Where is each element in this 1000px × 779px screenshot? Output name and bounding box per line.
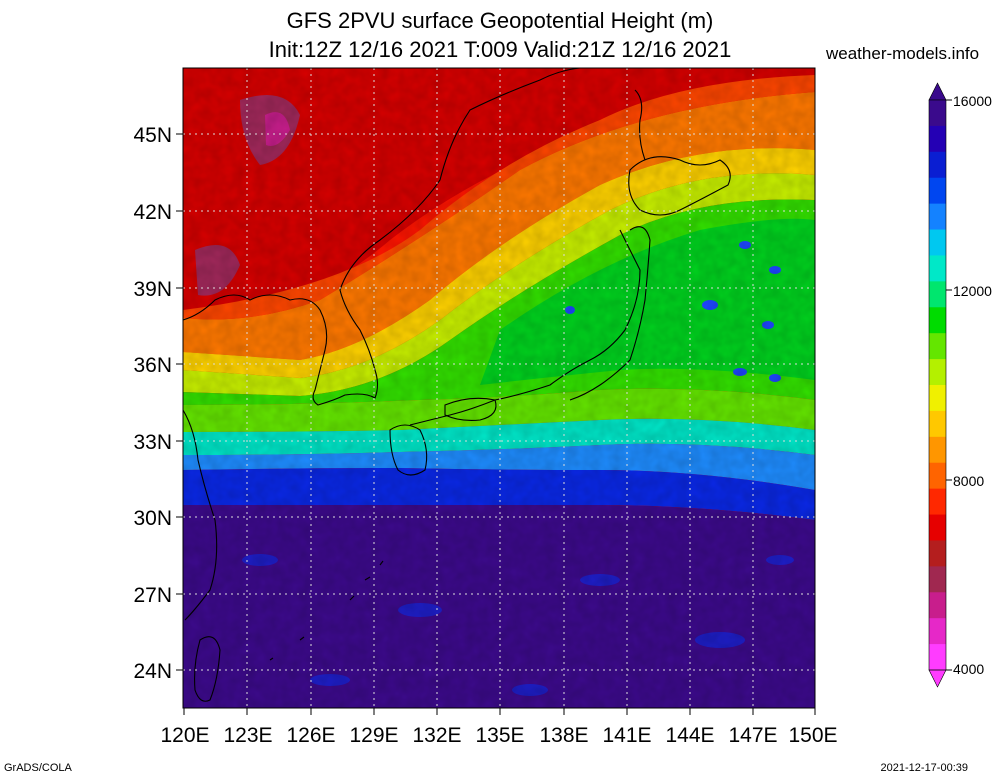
colorbar-segment [929,177,946,205]
colorbar-label: 12000 [953,283,992,299]
map-title: GFS 2PVU surface Geopotential Height (m) [286,8,714,33]
colorbar-label: 8000 [953,473,984,489]
colorbar-segment [929,540,946,567]
colorbar-segment [929,100,946,127]
colorbar-segment [929,307,946,334]
colorbar-segment [929,410,946,438]
colorbar-segment [929,229,946,256]
lat-label: 24N [133,660,172,683]
colorbar-segment [929,514,946,541]
colorbar-outline [928,99,947,671]
lon-label: 135E [475,724,524,747]
lat-label: 42N [133,201,172,224]
colorbar-segment [929,255,946,282]
geopotential-field [183,68,815,708]
colorbar-segment [929,618,946,645]
colorbar-segment [929,436,946,464]
lat-label: 33N [133,431,172,454]
lat-label: 30N [133,507,172,530]
colorbar-segment [929,644,946,671]
lat-label: 39N [133,278,172,301]
lat-label: 36N [133,354,172,377]
colorbar-segment [929,592,946,619]
colorbar-segment [929,333,946,360]
colorbar-segment [929,359,946,386]
colorbar-segment [929,566,946,593]
lon-label: 129E [349,724,398,747]
colorbar-segment [929,281,946,308]
colorbar-top-arrow [928,82,947,101]
colorbar-segment [929,125,946,153]
lat-label: 45N [133,124,172,147]
lon-label: 123E [223,724,272,747]
lon-label: 126E [286,724,335,747]
colorbar-segment [929,385,946,412]
map-frame [182,67,816,709]
site-credit: weather-models.info [826,44,980,63]
colorbar-segment [929,462,946,490]
lat-label: 27N [133,584,172,607]
colorbar-bottom-arrow [928,669,947,688]
colorbar-segment [929,203,946,231]
lon-label: 150E [788,724,837,747]
map-subtitle: Init:12Z 12/16 2021 T:009 Valid:21Z 12/1… [268,37,732,62]
lon-label: 120E [160,724,209,747]
lon-label: 141E [602,724,651,747]
generated-timestamp: 2021-12-17-00:39 [880,762,968,774]
colorbar-segment [929,151,946,179]
colorbar-label: 16000 [953,93,992,109]
lon-label: 138E [539,724,588,747]
lon-label: 144E [665,724,714,747]
lat-lon-grid [183,68,815,708]
lon-label: 147E [728,724,777,747]
colorbar-segment [929,488,946,516]
lon-label: 132E [412,724,461,747]
colorbar [928,82,952,688]
software-credit: GrADS/COLA [4,762,72,774]
colorbar-label: 4000 [953,661,984,677]
